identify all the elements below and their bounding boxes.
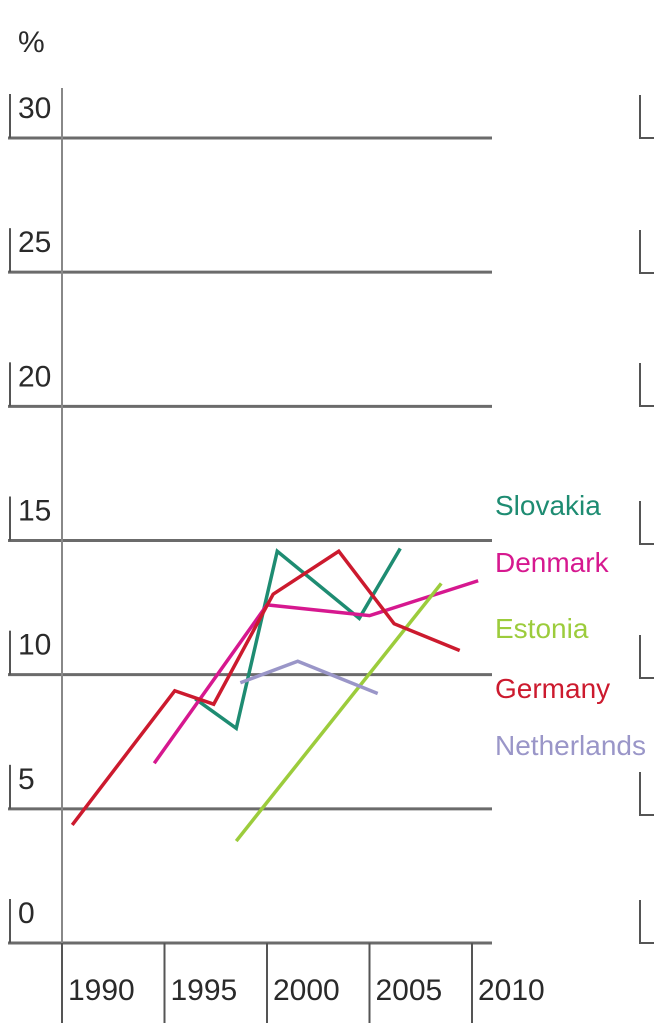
y-axis-label: % xyxy=(18,26,45,59)
series-label: Germany xyxy=(495,673,610,704)
line-series xyxy=(239,659,379,696)
series-label: Slovakia xyxy=(495,490,601,521)
y-tick-label: 30 xyxy=(18,92,51,125)
series-label: Estonia xyxy=(495,613,589,644)
x-tick-label: 2000 xyxy=(273,974,340,1007)
x-tick-label: 2010 xyxy=(478,974,545,1007)
line-series xyxy=(234,582,443,843)
series-label: Netherlands xyxy=(495,730,646,761)
y-tick-label: 5 xyxy=(18,763,35,796)
x-tick-label: 1995 xyxy=(171,974,238,1007)
series-label: Denmark xyxy=(495,547,610,578)
y-tick-label: 0 xyxy=(18,897,35,930)
x-tick-label: 2005 xyxy=(376,974,443,1007)
y-tick-label: 10 xyxy=(18,629,51,662)
x-tick-label: 1990 xyxy=(68,974,135,1007)
y-tick-label: 25 xyxy=(18,226,51,259)
line-series xyxy=(152,579,479,765)
line-series xyxy=(70,548,461,826)
line-series xyxy=(194,547,402,732)
cropped-neighbor-chart xyxy=(639,95,654,944)
y-tick-label: 20 xyxy=(18,360,51,393)
y-tick-label: 15 xyxy=(18,495,51,528)
